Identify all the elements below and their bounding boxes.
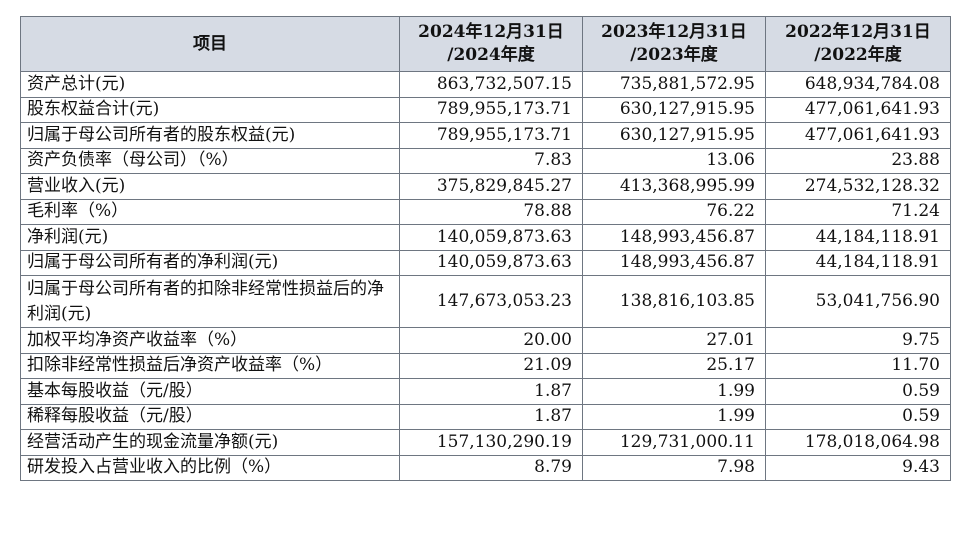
value-2024: 863,732,507.15 (399, 71, 583, 98)
value-2024: 8.79 (399, 454, 583, 481)
header-2023-date: 2023年12月31日 (601, 22, 747, 42)
value-2023: 630,127,915.95 (582, 96, 766, 123)
value-2023: 148,993,456.87 (582, 224, 766, 251)
value-2022: 0.59 (765, 378, 951, 405)
table-row: 归属于母公司所有者的扣除非经常性损益后的净利润(元) 147,673,053.2… (20, 275, 951, 328)
table-row: 归属于母公司所有者的股东权益(元) 789,955,173.71 630,127… (20, 122, 951, 149)
row-label: 毛利率（%） (20, 198, 400, 225)
value-2024: 20.00 (399, 327, 583, 354)
value-2022: 274,532,128.32 (765, 173, 951, 200)
value-2022: 23.88 (765, 147, 951, 174)
header-2024: 2024年12月31日 /2024年度 (399, 16, 583, 72)
table-row: 营业收入(元) 375,829,845.27 413,368,995.99 27… (20, 173, 951, 200)
value-2022: 53,041,756.90 (765, 275, 951, 328)
table-row: 资产负债率（母公司）（%） 7.83 13.06 23.88 (20, 147, 951, 174)
value-2023: 1.99 (582, 403, 766, 430)
header-2022-year: /2022年度 (814, 45, 902, 65)
value-2024: 1.87 (399, 378, 583, 405)
table-row: 加权平均净资产收益率（%） 20.00 27.01 9.75 (20, 327, 951, 354)
value-2023: 138,816,103.85 (582, 275, 766, 328)
row-label: 归属于母公司所有者的净利润(元) (20, 249, 400, 276)
value-2023: 7.98 (582, 454, 766, 481)
value-2023: 148,993,456.87 (582, 249, 766, 276)
value-2023: 27.01 (582, 327, 766, 354)
value-2023: 413,368,995.99 (582, 173, 766, 200)
value-2024: 789,955,173.71 (399, 96, 583, 123)
row-label: 扣除非经常性损益后净资产收益率（%） (20, 352, 400, 379)
value-2022: 178,018,064.98 (765, 429, 951, 456)
header-2024-year: /2024年度 (447, 45, 535, 65)
table-row: 股东权益合计(元) 789,955,173.71 630,127,915.95 … (20, 96, 951, 123)
value-2024: 140,059,873.63 (399, 224, 583, 251)
row-label: 资产总计(元) (20, 71, 400, 98)
value-2024: 21.09 (399, 352, 583, 379)
value-2023: 13.06 (582, 147, 766, 174)
value-2024: 140,059,873.63 (399, 249, 583, 276)
value-2022: 11.70 (765, 352, 951, 379)
value-2022: 648,934,784.08 (765, 71, 951, 98)
value-2023: 25.17 (582, 352, 766, 379)
value-2022: 9.43 (765, 454, 951, 481)
header-2023-year: /2023年度 (630, 45, 718, 65)
table-row: 基本每股收益（元/股） 1.87 1.99 0.59 (20, 378, 951, 405)
value-2023: 76.22 (582, 198, 766, 225)
table-header-row: 项目 2024年12月31日 /2024年度 2023年12月31日 /2023… (20, 16, 951, 72)
row-label: 经营活动产生的现金流量净额(元) (20, 429, 400, 456)
row-label: 基本每股收益（元/股） (20, 378, 400, 405)
value-2022: 71.24 (765, 198, 951, 225)
header-2024-date: 2024年12月31日 (418, 22, 564, 42)
header-2022-date: 2022年12月31日 (785, 22, 931, 42)
header-2022: 2022年12月31日 /2022年度 (765, 16, 951, 72)
value-2023: 735,881,572.95 (582, 71, 766, 98)
row-label: 归属于母公司所有者的股东权益(元) (20, 122, 400, 149)
value-2024: 157,130,290.19 (399, 429, 583, 456)
table-row: 毛利率（%） 78.88 76.22 71.24 (20, 198, 951, 225)
value-2024: 147,673,053.23 (399, 275, 583, 328)
table-row: 稀释每股收益（元/股） 1.87 1.99 0.59 (20, 403, 951, 430)
row-label: 研发投入占营业收入的比例（%） (20, 454, 400, 481)
table-row: 经营活动产生的现金流量净额(元) 157,130,290.19 129,731,… (20, 429, 951, 456)
header-item: 项目 (20, 16, 400, 72)
value-2024: 7.83 (399, 147, 583, 174)
table-row: 扣除非经常性损益后净资产收益率（%） 21.09 25.17 11.70 (20, 352, 951, 379)
value-2024: 78.88 (399, 198, 583, 225)
row-label: 稀释每股收益（元/股） (20, 403, 400, 430)
table-row: 资产总计(元) 863,732,507.15 735,881,572.95 64… (20, 71, 951, 98)
value-2024: 1.87 (399, 403, 583, 430)
row-label: 加权平均净资产收益率（%） (20, 327, 400, 354)
header-2023: 2023年12月31日 /2023年度 (582, 16, 766, 72)
value-2022: 0.59 (765, 403, 951, 430)
table-row: 研发投入占营业收入的比例（%） 8.79 7.98 9.43 (20, 454, 951, 481)
table-row: 归属于母公司所有者的净利润(元) 140,059,873.63 148,993,… (20, 249, 951, 276)
value-2022: 9.75 (765, 327, 951, 354)
value-2022: 477,061,641.93 (765, 96, 951, 123)
value-2023: 1.99 (582, 378, 766, 405)
financial-data-table: 项目 2024年12月31日 /2024年度 2023年12月31日 /2023… (20, 16, 951, 481)
row-label: 净利润(元) (20, 224, 400, 251)
value-2022: 44,184,118.91 (765, 249, 951, 276)
row-label: 归属于母公司所有者的扣除非经常性损益后的净利润(元) (20, 275, 400, 328)
value-2023: 129,731,000.11 (582, 429, 766, 456)
value-2022: 44,184,118.91 (765, 224, 951, 251)
value-2023: 630,127,915.95 (582, 122, 766, 149)
row-label: 股东权益合计(元) (20, 96, 400, 123)
row-label: 营业收入(元) (20, 173, 400, 200)
value-2024: 789,955,173.71 (399, 122, 583, 149)
value-2022: 477,061,641.93 (765, 122, 951, 149)
value-2024: 375,829,845.27 (399, 173, 583, 200)
row-label: 资产负债率（母公司）（%） (20, 147, 400, 174)
table-row: 净利润(元) 140,059,873.63 148,993,456.87 44,… (20, 224, 951, 251)
